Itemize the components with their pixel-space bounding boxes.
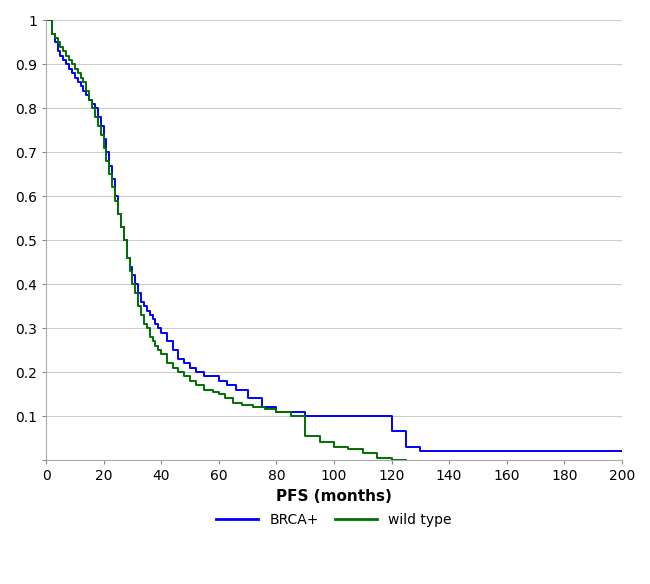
BRCA+ — [417, 448, 424, 455]
wild type — [42, 17, 50, 24]
BRCA+ — [180, 360, 188, 367]
Line: BRCA+: BRCA+ — [46, 20, 622, 451]
wild type — [146, 333, 153, 340]
wild type — [68, 61, 76, 68]
wild type — [120, 237, 127, 244]
BRCA+ — [99, 135, 107, 142]
BRCA+ — [129, 272, 136, 279]
BRCA+ — [618, 448, 626, 455]
wild type — [387, 457, 395, 464]
wild type — [135, 303, 142, 310]
wild type — [163, 360, 171, 367]
Line: wild type: wild type — [46, 20, 406, 460]
BRCA+ — [42, 17, 50, 24]
wild type — [169, 364, 177, 371]
BRCA+ — [94, 114, 102, 121]
Legend: BRCA+, wild type: BRCA+, wild type — [211, 507, 457, 532]
BRCA+ — [135, 290, 142, 297]
BRCA+ — [402, 443, 410, 450]
X-axis label: PFS (months): PFS (months) — [276, 489, 392, 503]
wild type — [402, 457, 410, 464]
